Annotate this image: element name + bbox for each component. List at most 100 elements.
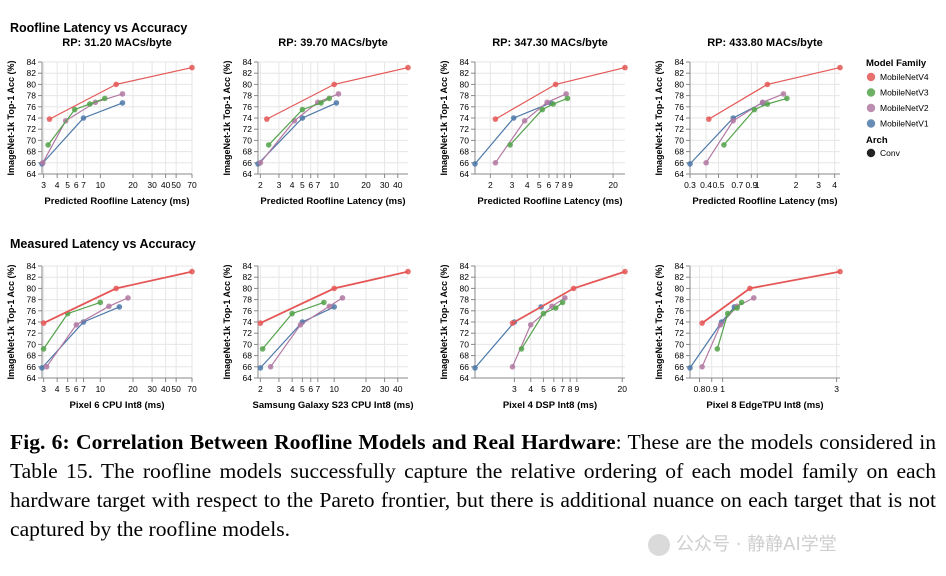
watermark-logo-icon [648, 534, 670, 556]
series-line-mobilenetv4 [708, 67, 841, 120]
x-tick-label: 6 [308, 180, 313, 190]
data-point [622, 268, 628, 275]
data-point [721, 142, 727, 148]
data-point [837, 64, 843, 71]
y-tick-label: 72 [675, 124, 685, 134]
watermark: 公众号 · 静静AI学堂 [648, 530, 837, 556]
x-axis-label: Samsung Galaxy S23 CPU Int8 (ms) [252, 400, 413, 411]
y-tick-label: 66 [460, 362, 470, 372]
y-tick-label: 68 [243, 351, 253, 361]
y-tick-label: 70 [243, 135, 253, 145]
x-tick-label: 9 [568, 180, 573, 190]
data-point [507, 142, 513, 148]
x-tick-label: 4 [832, 180, 837, 190]
y-tick-label: 74 [460, 317, 470, 327]
data-point [259, 346, 266, 352]
data-point [331, 81, 338, 88]
data-point [699, 364, 705, 370]
series-line-mobilenetv3 [268, 97, 330, 146]
x-axis-label: Predicted Roofline Latency (ms) [692, 196, 837, 207]
x-tick-label: 1 [720, 384, 725, 394]
section-title-bottom: Measured Latency vs Accuracy [10, 237, 196, 251]
legend: Model Family MobileNetV4 MobileNetV3 Mobile… [866, 58, 929, 158]
data-point [97, 299, 104, 306]
y-tick-label: 64 [27, 169, 37, 179]
data-point [189, 268, 195, 275]
data-point [687, 365, 693, 371]
y-tick-label: 82 [27, 68, 37, 78]
y-tick-label: 68 [675, 351, 685, 361]
y-tick-label: 78 [675, 295, 685, 305]
data-point [119, 100, 126, 106]
legend-title: Model Family [866, 58, 927, 69]
series-line-mobilenetv3 [716, 302, 743, 350]
y-tick-label: 80 [675, 283, 685, 293]
y-tick-label: 68 [460, 351, 470, 361]
y-tick-label: 82 [27, 272, 37, 282]
x-axis-label: Pixel 6 CPU Int8 (ms) [69, 400, 164, 411]
series-line-mobilenetv2 [270, 297, 343, 368]
y-tick-label: 72 [27, 124, 37, 134]
x-tick-label: 3 [41, 180, 46, 190]
x-tick-label: 30 [380, 384, 390, 394]
y-tick-label: 74 [27, 317, 37, 327]
x-tick-label: 4 [525, 180, 530, 190]
x-tick-label: 2 [794, 180, 799, 190]
x-tick-label: 30 [147, 180, 157, 190]
y-tick-label: 78 [27, 91, 37, 101]
y-tick-label: 64 [243, 373, 253, 383]
data-point [116, 304, 123, 310]
section-title-top: Roofline Latency vs Accuracy [10, 21, 187, 35]
data-point [326, 303, 333, 310]
data-point [570, 285, 577, 292]
y-tick-label: 78 [460, 295, 470, 305]
x-tick-label: 4 [55, 384, 60, 394]
series-line-mobilenetv1 [41, 102, 123, 165]
y-tick-label: 68 [675, 147, 685, 157]
x-tick-label: 20 [361, 180, 371, 190]
x-tick-label: 6 [308, 384, 313, 394]
legend-entry: MobileNetV4 [880, 72, 929, 82]
y-tick-label: 68 [27, 351, 37, 361]
chart-title: RP: 433.80 MACs/byte [707, 37, 823, 49]
watermark-text: 公众号 · 静静AI学堂 [676, 534, 837, 555]
y-tick-label: 84 [675, 57, 685, 67]
x-tick-label: 0.4 [700, 180, 712, 190]
data-point [687, 161, 693, 167]
x-tick-label: 50 [171, 384, 181, 394]
x-tick-label: 3 [510, 180, 515, 190]
chart-title: RP: 39.70 MACs/byte [278, 37, 387, 49]
data-point [257, 365, 264, 371]
data-point [46, 116, 53, 122]
data-point [622, 64, 628, 71]
y-tick-label: 74 [675, 317, 685, 327]
data-point [106, 303, 112, 310]
legend-arch-entry: Conv [880, 148, 901, 158]
y-tick-label: 80 [675, 79, 685, 89]
y-tick-label: 82 [243, 68, 253, 78]
x-tick-label: 20 [361, 384, 371, 394]
x-tick-label: 0.9 [745, 180, 757, 190]
data-point [45, 142, 51, 148]
data-point [564, 95, 571, 102]
data-point [780, 91, 787, 97]
y-tick-label: 82 [243, 272, 253, 282]
caption-text: : These are the models considered in Tab… [10, 430, 936, 541]
y-tick-label: 70 [675, 339, 685, 349]
x-tick-label: 7 [81, 180, 86, 190]
y-tick-label: 80 [27, 283, 37, 293]
data-point [751, 106, 758, 113]
y-tick-label: 76 [243, 102, 253, 112]
x-tick-label: 20 [128, 180, 138, 190]
x-tick-label: 20 [608, 180, 618, 190]
y-tick-label: 74 [675, 113, 685, 123]
series-line-mobilenetv4 [512, 270, 626, 324]
data-point [102, 95, 108, 102]
x-tick-label: 40 [393, 180, 403, 190]
chart-title: RP: 31.20 MACs/byte [62, 37, 171, 49]
x-tick-label: 50 [171, 180, 181, 190]
